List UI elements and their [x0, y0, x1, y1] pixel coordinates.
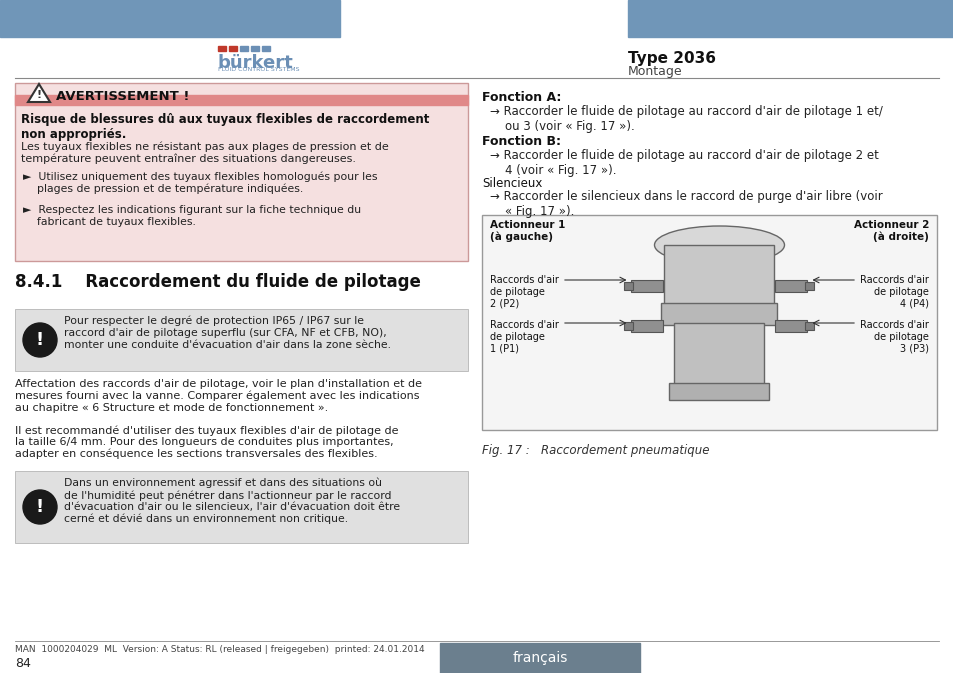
- Bar: [240, 46, 248, 51]
- Text: Raccords d'air
de pilotage
1 (P1): Raccords d'air de pilotage 1 (P1): [490, 320, 558, 353]
- Text: bürkert: bürkert: [218, 54, 294, 72]
- Polygon shape: [28, 84, 50, 102]
- Bar: [0, 0, 339, 37]
- Bar: [631, 280, 662, 292]
- Bar: [804, 282, 814, 290]
- Text: Pour respecter le degré de protection IP65 / IP67 sur le
raccord d'air de pilota: Pour respecter le degré de protection IP…: [64, 316, 391, 350]
- Bar: [631, 320, 662, 332]
- FancyBboxPatch shape: [481, 215, 936, 430]
- Text: Risque de blessures dû aux tuyaux flexibles de raccordement
non appropriés.: Risque de blessures dû aux tuyaux flexib…: [21, 113, 429, 141]
- FancyBboxPatch shape: [15, 471, 468, 543]
- Bar: [218, 46, 226, 51]
- Bar: [439, 643, 639, 673]
- Text: Actionneur 1
(à gauche): Actionneur 1 (à gauche): [490, 220, 565, 242]
- Bar: [15, 95, 468, 105]
- Bar: [262, 46, 270, 51]
- Bar: [229, 46, 236, 51]
- Text: français: français: [512, 651, 567, 665]
- Text: Il est recommandé d'utiliser des tuyaux flexibles d'air de pilotage de
la taille: Il est recommandé d'utiliser des tuyaux …: [15, 425, 398, 459]
- Text: → Raccorder le silencieux dans le raccord de purge d'air libre (voir
    « Fig. : → Raccorder le silencieux dans le raccor…: [490, 190, 882, 218]
- Bar: [669, 383, 769, 400]
- Text: Actionneur 2
(à droite): Actionneur 2 (à droite): [853, 220, 928, 242]
- Text: FLUID CONTROL SYSTEMS: FLUID CONTROL SYSTEMS: [218, 67, 299, 72]
- Ellipse shape: [654, 226, 783, 264]
- Text: Fig. 17 :   Raccordement pneumatique: Fig. 17 : Raccordement pneumatique: [481, 444, 709, 457]
- Text: AVERTISSEMENT !: AVERTISSEMENT !: [56, 90, 190, 102]
- Text: ►  Respectez les indications figurant sur la fiche technique du
    fabricant de: ► Respectez les indications figurant sur…: [23, 205, 361, 227]
- Text: Raccords d'air
de pilotage
2 (P2): Raccords d'air de pilotage 2 (P2): [490, 275, 558, 308]
- Bar: [775, 320, 806, 332]
- Bar: [660, 303, 777, 325]
- Bar: [775, 280, 806, 292]
- Bar: [804, 322, 814, 330]
- Bar: [624, 322, 633, 330]
- Text: Fonction A:: Fonction A:: [481, 91, 560, 104]
- Text: !: !: [36, 90, 42, 100]
- Text: Raccords d'air
de pilotage
3 (P3): Raccords d'air de pilotage 3 (P3): [860, 320, 928, 353]
- Circle shape: [23, 490, 57, 524]
- Text: → Raccorder le fluide de pilotage au raccord d'air de pilotage 2 et
    4 (voir : → Raccorder le fluide de pilotage au rac…: [490, 149, 878, 177]
- Bar: [627, 0, 953, 37]
- Text: → Raccorder le fluide de pilotage au raccord d'air de pilotage 1 et/
    ou 3 (v: → Raccorder le fluide de pilotage au rac…: [490, 105, 882, 133]
- Text: Silencieux: Silencieux: [481, 177, 542, 190]
- Bar: [674, 323, 763, 385]
- Text: Raccords d'air
de pilotage
4 (P4): Raccords d'air de pilotage 4 (P4): [860, 275, 928, 308]
- Text: Type 2036: Type 2036: [627, 51, 716, 66]
- FancyBboxPatch shape: [15, 309, 468, 371]
- Text: Fonction B:: Fonction B:: [481, 135, 560, 148]
- Circle shape: [23, 323, 57, 357]
- Bar: [664, 245, 774, 305]
- Text: Dans un environnement agressif et dans des situations où
de l'humidité peut péné: Dans un environnement agressif et dans d…: [64, 478, 399, 524]
- Bar: [251, 46, 258, 51]
- Text: Montage: Montage: [627, 65, 682, 78]
- Text: 8.4.1    Raccordement du fluide de pilotage: 8.4.1 Raccordement du fluide de pilotage: [15, 273, 420, 291]
- Text: ►  Utilisez uniquement des tuyaux flexibles homologués pour les
    plages de pr: ► Utilisez uniquement des tuyaux flexibl…: [23, 171, 377, 194]
- Text: Les tuyaux flexibles ne résistant pas aux plages de pression et de
température p: Les tuyaux flexibles ne résistant pas au…: [21, 141, 388, 164]
- Text: Affectation des raccords d'air de pilotage, voir le plan d'installation et de
me: Affectation des raccords d'air de pilota…: [15, 379, 421, 413]
- Text: MAN  1000204029  ML  Version: A Status: RL (released | freigegeben)  printed: 24: MAN 1000204029 ML Version: A Status: RL …: [15, 645, 424, 654]
- FancyBboxPatch shape: [15, 83, 468, 261]
- Bar: [624, 282, 633, 290]
- Text: 84: 84: [15, 657, 30, 670]
- Text: !: !: [36, 498, 44, 516]
- Text: !: !: [36, 331, 44, 349]
